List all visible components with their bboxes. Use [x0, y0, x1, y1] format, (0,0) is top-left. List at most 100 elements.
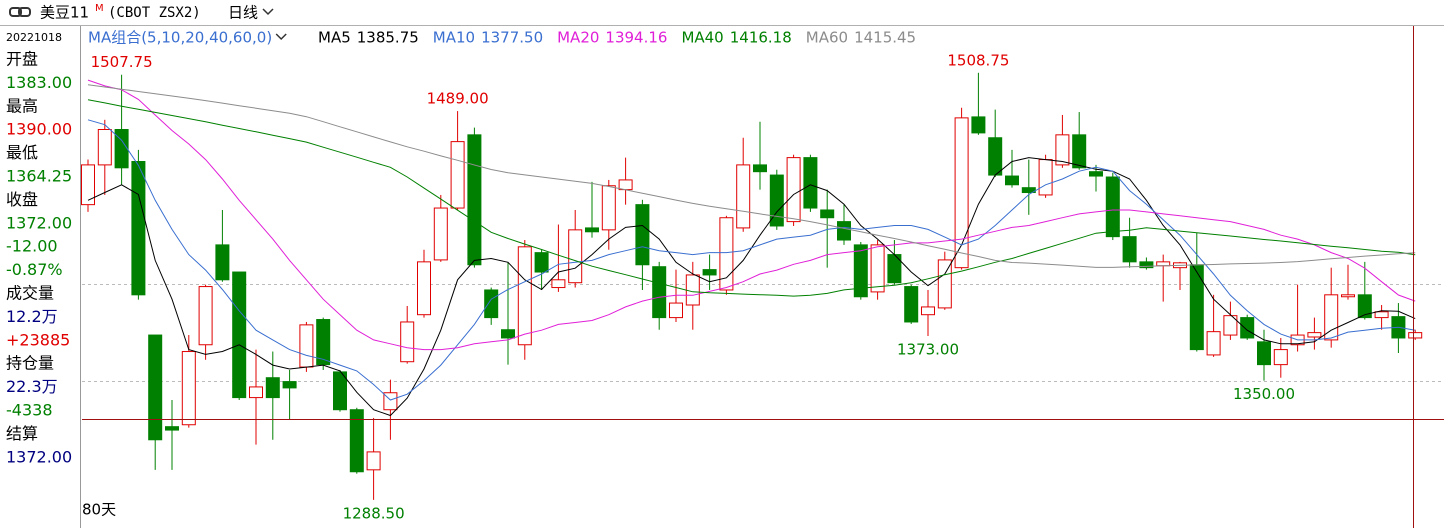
extreme-label: 1507.75 — [91, 53, 153, 71]
info-item: 结算 — [6, 424, 38, 443]
legend-name: MA5 — [318, 29, 351, 47]
candle-body — [148, 334, 163, 441]
ma-line — [87, 99, 1416, 297]
extreme-label: 1508.75 — [947, 51, 1009, 69]
candle-body — [1257, 341, 1271, 366]
candle-body — [870, 244, 885, 293]
candle-body — [131, 161, 146, 296]
info-item: -0.87% — [6, 260, 63, 279]
candle-body — [1189, 264, 1204, 351]
candle-body — [971, 116, 986, 134]
legend-value: 1377.50 — [481, 29, 543, 47]
candle-body — [1341, 294, 1355, 298]
extreme-label: 1288.50 — [343, 504, 405, 522]
info-item: 收盘 — [6, 190, 38, 209]
legend-value: 1385.75 — [357, 29, 419, 47]
legend-name: MA20 — [557, 29, 599, 47]
candle-body — [265, 377, 280, 399]
info-item: 持仓量 — [6, 354, 54, 373]
candle-body — [1408, 332, 1423, 339]
candle-body — [1240, 317, 1255, 339]
link-icon-part — [9, 7, 22, 17]
candle-body — [820, 209, 835, 219]
candle-body — [484, 289, 499, 319]
candle-body — [702, 269, 717, 276]
info-item: -4338 — [6, 401, 53, 420]
legend: MA组合(5,10,20,40,60,0) MA5 1385.75 MA10 1377… — [88, 29, 916, 47]
footer-days: 80天 — [82, 501, 116, 519]
candle-body — [719, 217, 734, 291]
candle-body — [1089, 171, 1103, 177]
legend-name: MA60 — [806, 29, 848, 47]
candle-body — [400, 321, 415, 363]
period-dropdown[interactable] — [262, 8, 274, 16]
info-panel: 20221018 开盘 1383.00 最高 1390.00 最低 1364.25 收盘 13… — [6, 31, 72, 466]
candle-body — [81, 164, 95, 206]
candle-body — [198, 286, 213, 346]
candle-body — [1072, 134, 1087, 169]
ma-line — [87, 119, 1416, 401]
candle-body — [803, 157, 818, 209]
candle-body — [1105, 176, 1120, 238]
candle-body — [1307, 332, 1322, 338]
candle-body — [433, 207, 448, 261]
info-item: 1364.25 — [6, 167, 72, 186]
candle-body — [417, 261, 431, 316]
candle-body — [669, 302, 683, 319]
info-item: 1383.00 — [6, 73, 72, 92]
info-item: 1372.00 — [6, 213, 72, 232]
candle-body — [1139, 261, 1154, 269]
info-item: 最低 — [6, 143, 38, 162]
candle-body — [467, 134, 482, 266]
candle-body — [1038, 159, 1053, 196]
candle-body — [937, 259, 952, 309]
candle-body — [114, 129, 129, 169]
candle-body — [232, 271, 247, 399]
info-item: 成交量 — [6, 284, 54, 303]
candle-body — [551, 279, 566, 289]
candle-body — [1273, 349, 1288, 366]
candle-body — [1055, 134, 1070, 166]
ma-line — [87, 84, 1416, 268]
candle-body — [1374, 311, 1389, 319]
candle-body — [215, 244, 230, 281]
symbol: 美豆11 — [40, 4, 89, 22]
candle-body — [921, 306, 935, 316]
extreme-label: 1373.00 — [897, 341, 959, 359]
candle-body — [635, 204, 650, 266]
candle-body — [349, 409, 364, 473]
period[interactable]: 日线 — [228, 4, 258, 22]
candle-body — [1156, 261, 1171, 267]
legend-value: 1394.16 — [605, 29, 667, 47]
candle-body — [753, 164, 767, 173]
candle-body — [618, 179, 633, 191]
info-item: +23885 — [6, 330, 70, 349]
legend-value: 1415.45 — [854, 29, 916, 47]
candle-body — [299, 324, 314, 368]
candle-body — [517, 246, 532, 346]
legend-name: MA40 — [681, 29, 723, 47]
ma-line — [87, 79, 1416, 351]
candle-body — [282, 381, 297, 389]
candle-body — [685, 274, 700, 306]
symbol-superscript: M — [95, 3, 104, 14]
info-item: 开盘 — [6, 50, 38, 69]
candle-body — [585, 227, 599, 233]
candle-body — [165, 426, 179, 431]
info-item: 1390.00 — [6, 120, 72, 139]
candle-body — [837, 221, 851, 241]
legend-title[interactable]: MA组合(5,10,20,40,60,0) — [88, 29, 272, 47]
candle-body — [601, 185, 616, 231]
info-item: -12.00 — [6, 237, 58, 256]
legend-value: 1416.18 — [730, 29, 792, 47]
candle-body — [786, 157, 801, 223]
candle-body — [534, 252, 549, 273]
candle-body — [181, 351, 196, 426]
candle-body — [97, 129, 112, 166]
link-icon — [9, 7, 31, 17]
plot-area: 1507.75 1489.00 1508.75 1373.00 1288.50 1350.… — [81, 51, 1423, 522]
extreme-label: 1489.00 — [427, 90, 489, 108]
candle-body — [652, 266, 667, 319]
